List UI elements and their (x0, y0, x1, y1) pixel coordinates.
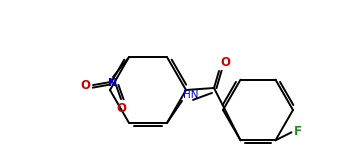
Text: O: O (116, 102, 126, 115)
Text: HN: HN (183, 90, 199, 100)
Text: O: O (80, 79, 90, 92)
Text: F: F (293, 125, 301, 138)
Text: N: N (108, 78, 118, 88)
Text: O: O (220, 56, 230, 69)
